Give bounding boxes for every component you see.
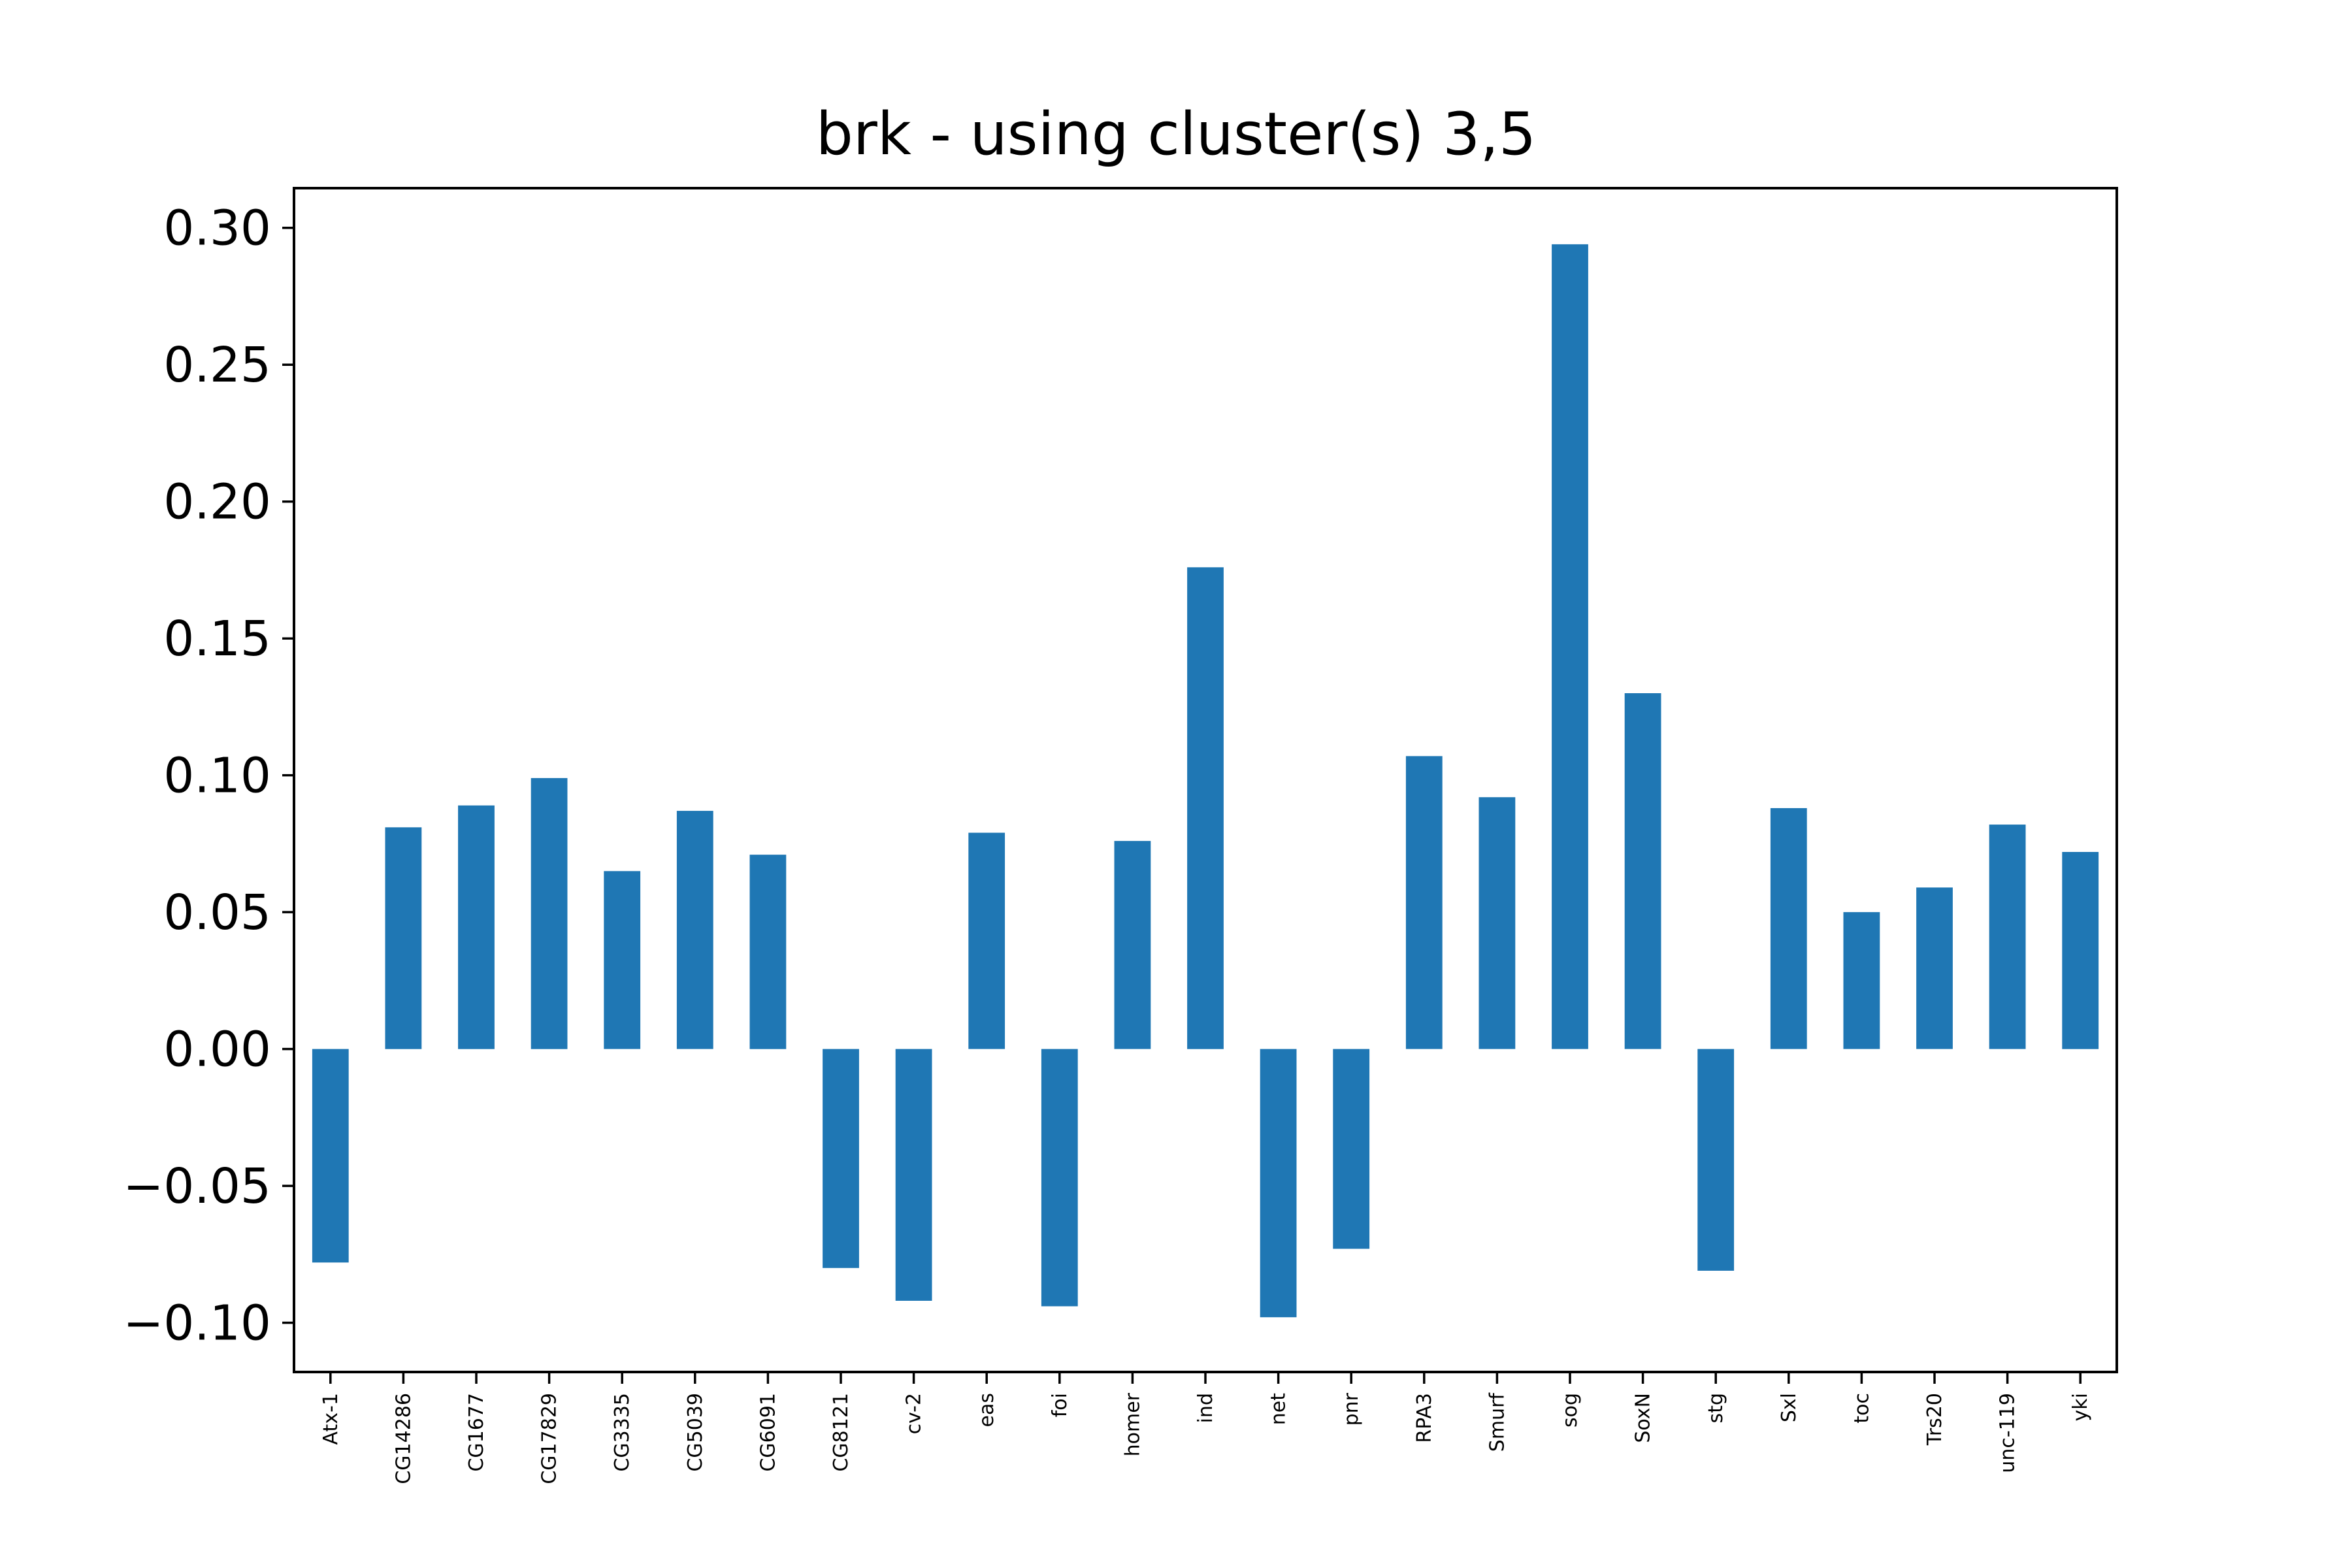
bar-CG5039 <box>676 811 713 1049</box>
bar-SoxN <box>1624 693 1661 1049</box>
bar-CG1677 <box>458 805 495 1049</box>
x-tick-label: cv-2 <box>903 1393 926 1434</box>
x-tick-label: CG17829 <box>538 1393 561 1484</box>
bar-unc-119 <box>1989 825 2026 1049</box>
y-tick-label: −0.05 <box>123 1158 271 1215</box>
bar-Atx-1 <box>312 1049 349 1263</box>
bar-RPA3 <box>1405 756 1443 1049</box>
bar-sog <box>1552 244 1588 1049</box>
bar-net <box>1260 1049 1297 1318</box>
x-tick-label: stg <box>1705 1393 1727 1423</box>
x-tick-label: CG14286 <box>392 1393 415 1484</box>
bar-homer <box>1114 841 1151 1049</box>
x-tick-label: CG6091 <box>757 1393 779 1472</box>
y-tick-label: 0.10 <box>163 748 271 804</box>
x-tick-label: homer <box>1121 1392 1144 1456</box>
x-tick-label: Trs20 <box>1923 1393 1946 1446</box>
x-tick-label: CG1677 <box>465 1393 488 1472</box>
bar-eas <box>968 832 1005 1049</box>
y-tick-label: 0.00 <box>163 1022 271 1078</box>
x-tick-label: foi <box>1049 1393 1071 1417</box>
x-tick-label: CG3335 <box>611 1393 634 1472</box>
bar-Sxl <box>1770 808 1807 1049</box>
x-tick-label: toc <box>1850 1393 1873 1424</box>
x-tick-label: CG8121 <box>830 1393 853 1472</box>
x-tick-label: Smurf <box>1486 1392 1509 1452</box>
x-tick-label: yki <box>2069 1393 2092 1421</box>
bar-yki <box>2062 852 2099 1049</box>
y-tick-label: 0.05 <box>163 885 271 941</box>
bar-stg <box>1697 1049 1735 1271</box>
bar-toc <box>1843 912 1880 1049</box>
bar-CG6091 <box>749 855 787 1049</box>
x-tick-label: pnr <box>1340 1392 1363 1426</box>
bar-CG17829 <box>531 777 568 1049</box>
plot-frame <box>293 187 2118 1373</box>
x-tick-label: Atx-1 <box>319 1393 342 1445</box>
x-tick-label: CG5039 <box>684 1393 707 1472</box>
x-tick-label: unc-119 <box>1997 1393 2019 1473</box>
bar-CG14286 <box>385 827 422 1049</box>
x-tick-label: eas <box>975 1393 998 1427</box>
y-tick-label: −0.10 <box>123 1296 271 1352</box>
chart-title: brk - using cluster(s) 3,5 <box>816 100 1537 169</box>
bar-foi <box>1041 1049 1078 1307</box>
y-tick-label: 0.30 <box>163 201 271 257</box>
x-tick-label: Sxl <box>1778 1393 1801 1422</box>
bars-group <box>312 244 2099 1318</box>
bar-Trs20 <box>1916 887 1953 1049</box>
y-tick-label: 0.15 <box>163 611 271 667</box>
bar-pnr <box>1333 1049 1370 1249</box>
bar-CG3335 <box>604 871 641 1049</box>
x-tick-label: net <box>1267 1393 1290 1425</box>
bar-CG8121 <box>823 1049 859 1268</box>
x-tick-label: ind <box>1194 1393 1217 1423</box>
bar-cv-2 <box>895 1049 932 1301</box>
x-tick-label: sog <box>1559 1393 1582 1428</box>
x-tick-label: SoxN <box>1632 1393 1655 1443</box>
x-tick-label: RPA3 <box>1413 1393 1436 1443</box>
x-axis: Atx-1 CG14286 CG1677 CG17829 CG3335 CG5039 CG6… <box>319 1372 2092 1484</box>
bar-Smurf <box>1478 797 1516 1049</box>
y-tick-label: 0.20 <box>163 474 271 531</box>
bar-ind <box>1187 567 1224 1049</box>
y-axis: −0.10 −0.05 0.00 0.05 0.10 0.15 0.20 0.25 0.30 <box>123 201 294 1352</box>
y-tick-label: 0.25 <box>163 337 271 393</box>
